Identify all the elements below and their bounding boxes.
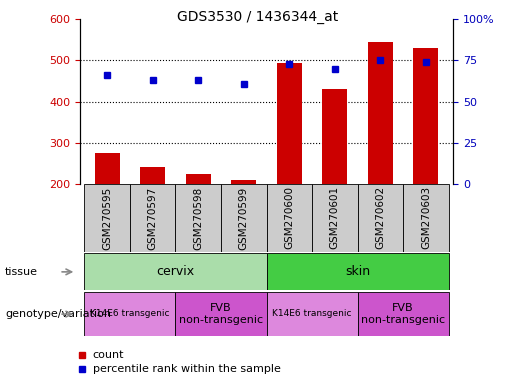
Bar bbox=[84, 292, 176, 336]
Bar bbox=[267, 184, 312, 252]
Text: GSM270603: GSM270603 bbox=[421, 186, 431, 250]
Text: GSM270601: GSM270601 bbox=[330, 186, 340, 250]
Text: FVB
non-transgenic: FVB non-transgenic bbox=[361, 303, 445, 325]
Text: GSM270595: GSM270595 bbox=[102, 186, 112, 250]
Text: count: count bbox=[93, 350, 124, 360]
Text: FVB
non-transgenic: FVB non-transgenic bbox=[179, 303, 263, 325]
Bar bbox=[267, 253, 449, 290]
Bar bbox=[403, 184, 449, 252]
Text: genotype/variation: genotype/variation bbox=[5, 309, 111, 319]
Bar bbox=[414, 48, 438, 184]
Text: GSM270602: GSM270602 bbox=[375, 186, 385, 250]
Bar bbox=[357, 292, 449, 336]
Text: skin: skin bbox=[345, 265, 370, 278]
Bar bbox=[84, 253, 267, 290]
Text: cervix: cervix bbox=[157, 265, 195, 278]
Bar bbox=[130, 184, 176, 252]
Bar bbox=[277, 63, 302, 184]
Bar bbox=[322, 89, 347, 184]
Bar bbox=[231, 180, 256, 184]
Text: GSM270597: GSM270597 bbox=[148, 186, 158, 250]
Text: GDS3530 / 1436344_at: GDS3530 / 1436344_at bbox=[177, 10, 338, 23]
Bar bbox=[186, 174, 211, 184]
Bar bbox=[267, 292, 357, 336]
Text: GSM270598: GSM270598 bbox=[193, 186, 203, 250]
Bar bbox=[312, 184, 357, 252]
Text: tissue: tissue bbox=[5, 267, 38, 277]
Text: K14E6 transgenic: K14E6 transgenic bbox=[272, 310, 352, 318]
Bar bbox=[176, 184, 221, 252]
Bar bbox=[84, 184, 130, 252]
Bar bbox=[368, 42, 393, 184]
Text: K14E6 transgenic: K14E6 transgenic bbox=[90, 310, 169, 318]
Bar bbox=[357, 184, 403, 252]
Bar bbox=[140, 167, 165, 184]
Text: GSM270600: GSM270600 bbox=[284, 186, 294, 249]
Bar bbox=[221, 184, 267, 252]
Bar bbox=[95, 153, 119, 184]
Bar bbox=[176, 292, 267, 336]
Text: GSM270599: GSM270599 bbox=[239, 186, 249, 250]
Text: percentile rank within the sample: percentile rank within the sample bbox=[93, 364, 281, 374]
